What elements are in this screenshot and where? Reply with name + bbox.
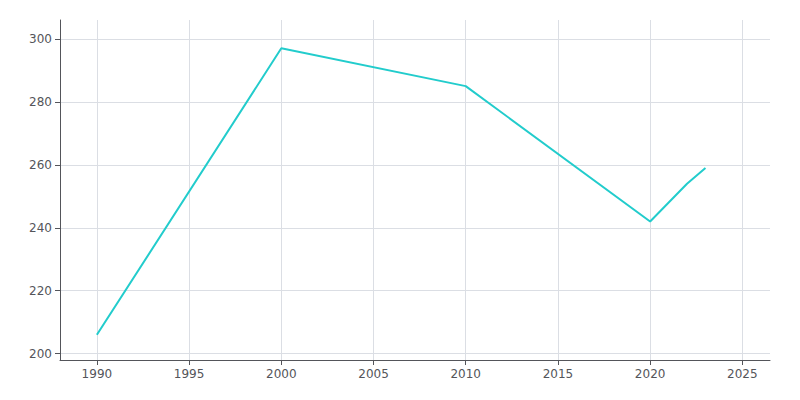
svg-text:260: 260: [29, 158, 52, 172]
svg-text:1995: 1995: [174, 367, 205, 381]
svg-text:300: 300: [29, 32, 52, 46]
svg-text:2005: 2005: [358, 367, 389, 381]
svg-text:220: 220: [29, 284, 52, 298]
svg-text:240: 240: [29, 221, 52, 235]
svg-text:2015: 2015: [543, 367, 574, 381]
svg-text:1990: 1990: [82, 367, 113, 381]
svg-text:280: 280: [29, 95, 52, 109]
svg-text:2010: 2010: [450, 367, 481, 381]
svg-text:2000: 2000: [266, 367, 297, 381]
svg-text:2020: 2020: [635, 367, 666, 381]
svg-text:2025: 2025: [727, 367, 758, 381]
svg-text:200: 200: [29, 347, 52, 361]
